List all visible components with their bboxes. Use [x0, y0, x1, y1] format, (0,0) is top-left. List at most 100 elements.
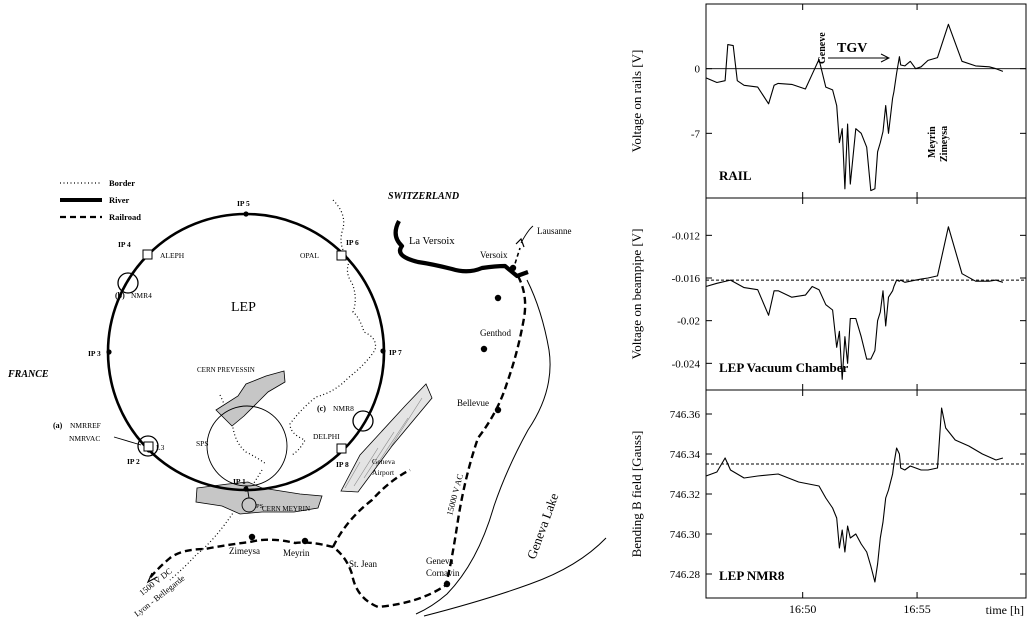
sps-ring [206, 405, 288, 487]
lyon-arrow-icon [146, 572, 158, 584]
nmr8-circle [352, 410, 374, 432]
delphi-label: DELPHI [313, 432, 340, 441]
bellevue-label: Bellevue [457, 398, 489, 408]
ip4-label: IP 4 [118, 240, 131, 249]
railroad-main [147, 275, 527, 609]
nmrvac-label: NMRVAC [69, 434, 100, 443]
plot-panel-1: 0 -7 RAIL Voltage on rails [V] [629, 3, 1027, 199]
geneva-lake-label: Geneva Lake [524, 491, 562, 561]
tgv-label: TGV [837, 41, 867, 56]
geneva-airport-label-1: Geneva [372, 457, 396, 466]
opal-label: OPAL [300, 251, 319, 260]
panel-label: RAIL [719, 168, 752, 183]
l3-label: L3 [156, 443, 165, 452]
ip3-dot [106, 349, 112, 355]
zimeysa-label: Zimeysa [229, 546, 260, 556]
plot-panel-2: -0.012 -0.016 -0.02 -0.024 LEP Vacuum Chambe… [629, 197, 1027, 391]
nmr-b-tag: (b) [115, 291, 125, 300]
legend-border-label: Border [109, 178, 135, 188]
nmrref-label: NMRREF [70, 421, 101, 430]
versoix-station [509, 264, 517, 272]
ip6-label: IP 6 [346, 238, 359, 247]
x-axis-label: time [h] [986, 603, 1024, 617]
x-tick-label: 16:50 [789, 602, 816, 616]
la-versoix-label: La Versoix [409, 236, 455, 247]
lausanne-arrow-icon [515, 237, 525, 248]
cornavin-station [443, 580, 451, 588]
legend-river-label: River [109, 195, 130, 205]
y-tick-label: 746.36 [670, 409, 701, 421]
y-tick-label: -0.016 [672, 273, 701, 285]
lake-shore [415, 279, 607, 617]
nmr-c-tag: (c) [317, 404, 326, 413]
aleph-marker [142, 249, 153, 260]
zimeysa-marker-label: Zimeysa [939, 126, 950, 162]
geneva-airport-label-2: Airport [372, 468, 395, 477]
zimeysa-station [248, 533, 256, 541]
nmr4-label: NMR4 [131, 291, 152, 300]
aleph-label: ALEPH [160, 251, 185, 260]
ip7-dot [380, 348, 386, 354]
st-jean-label: St. Jean [349, 559, 377, 569]
geneve-label: Geneve [817, 32, 828, 64]
cern-prevessin-site [215, 370, 286, 427]
l3-marker [143, 441, 154, 452]
lep-map: Border River Railroad [7, 178, 607, 619]
meyrin-label: Meyrin [283, 548, 310, 558]
lausanne-label: Lausanne [537, 226, 571, 236]
river-versoix [393, 220, 529, 279]
meyrin-station [301, 537, 309, 545]
plot-frame [705, 389, 1027, 599]
ip5-label: IP 5 [237, 199, 250, 208]
geneva-airport-area [340, 383, 433, 493]
y-axis-label: Voltage on beampipe [V] [629, 229, 644, 360]
y-axis-label: Bending B field [Gauss] [629, 431, 644, 558]
nmrref-circle [137, 435, 159, 457]
france-label: FRANCE [7, 369, 49, 380]
x-tick-label: 16:55 [903, 602, 930, 616]
y-tick-label: 746.34 [670, 449, 701, 461]
switzerland-label: SWITZERLAND [388, 191, 459, 202]
nmr4-circle [117, 272, 139, 294]
y-tick-label: 746.32 [670, 489, 700, 501]
ps-label: PS [256, 503, 264, 510]
series-line-2 [705, 226, 1004, 380]
versoix-station-2 [494, 294, 502, 302]
ip3-label: IP 3 [88, 349, 101, 358]
ip7-label: IP 7 [389, 348, 402, 357]
y-tick-label: -0.02 [677, 316, 700, 328]
y-tick-label: -7 [691, 128, 701, 140]
genthod-station [480, 345, 488, 353]
genthod-label: Genthod [480, 328, 511, 338]
ip2-label: IP 2 [127, 457, 140, 466]
map-legend: Border River Railroad [60, 178, 141, 222]
panel-label: LEP NMR8 [719, 568, 785, 583]
panel-label: LEP Vacuum Chamber [719, 360, 849, 375]
opal-marker [336, 250, 347, 261]
series-line-3 [705, 407, 1004, 583]
nmrvac-pointer [113, 436, 142, 446]
lep-label: LEP [231, 300, 256, 315]
tgv-arrow-icon [880, 53, 891, 63]
delphi-marker [336, 443, 347, 454]
lausanne-pointer [520, 225, 534, 244]
ip1-dot [243, 486, 249, 492]
railroad-airport-branch [331, 468, 411, 548]
ip8-label: IP 8 [336, 460, 349, 469]
ip5-dot [243, 211, 249, 217]
sps-label: SPS [196, 439, 209, 448]
y-tick-label: 746.30 [670, 529, 701, 541]
plot-panel-3: 746.36 746.34 746.32 746.30 746.28 LEP NMR8 Be… [629, 389, 1027, 599]
y-tick-label: -0.024 [672, 358, 701, 370]
geneva-cornavin-label-1: Geneva [426, 556, 453, 566]
station-markers [248, 264, 517, 588]
nmr8-label: NMR8 [333, 404, 354, 413]
plot-frame [705, 3, 1027, 199]
legend-railroad-label: Railroad [109, 212, 141, 222]
series-line-1 [705, 23, 1004, 192]
meyrin-marker-label: Meyrin [927, 126, 938, 158]
versoix-label: Versoix [480, 250, 508, 260]
y-tick-label: 746.28 [670, 569, 701, 581]
